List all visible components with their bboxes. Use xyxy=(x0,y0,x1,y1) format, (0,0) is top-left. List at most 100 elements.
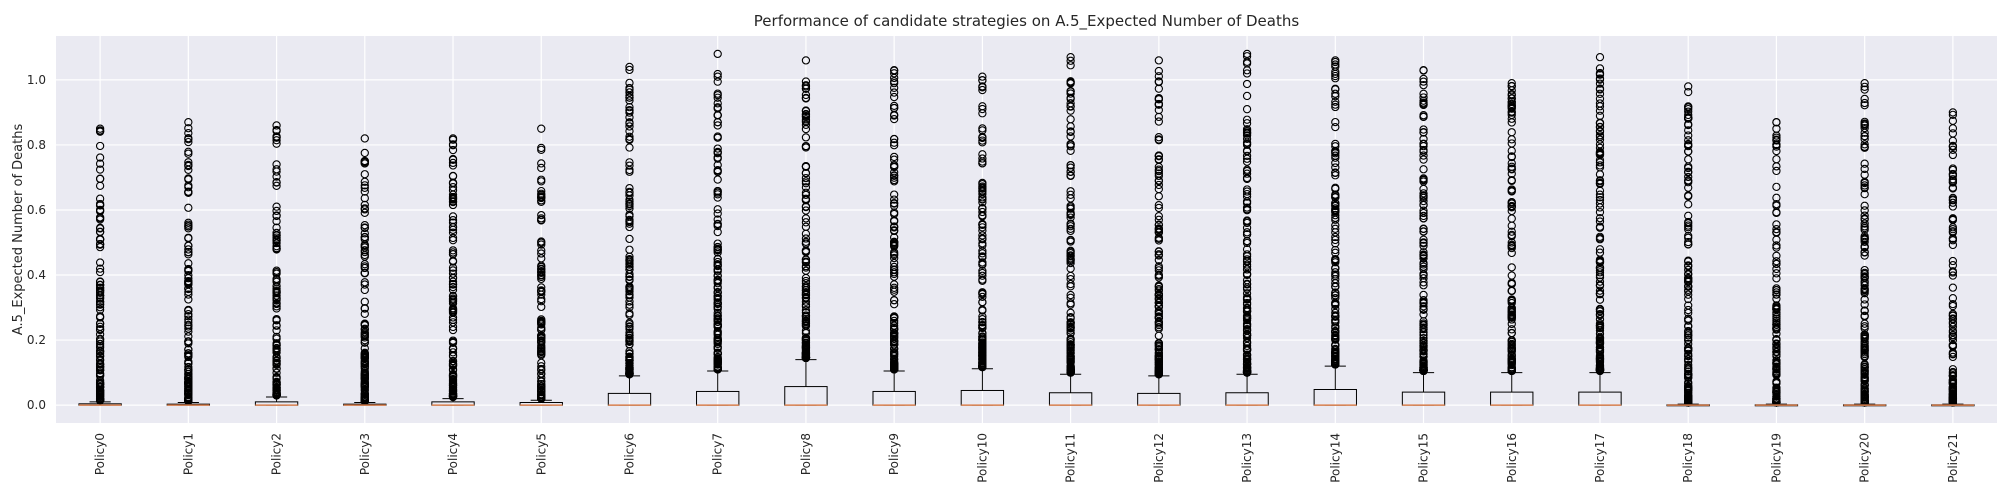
outlier-point xyxy=(184,129,193,138)
outlier-point xyxy=(625,352,634,362)
outlier-point xyxy=(890,83,899,92)
outlier-point xyxy=(448,357,458,366)
box-group xyxy=(1578,52,1622,406)
outlier-point xyxy=(1331,97,1340,106)
outlier-point xyxy=(1242,341,1252,351)
outlier-point xyxy=(360,170,369,179)
outlier-point xyxy=(1066,351,1075,360)
outlier-point xyxy=(890,141,899,150)
outlier-point xyxy=(890,155,899,164)
outlier-point xyxy=(1595,190,1605,199)
outlier-point xyxy=(272,348,281,357)
outlier-point xyxy=(1595,161,1605,170)
outlier-point xyxy=(890,318,899,328)
outlier-point xyxy=(1772,146,1781,156)
outlier-point xyxy=(713,315,722,324)
outlier-point xyxy=(537,319,546,328)
x-tick-label: Policy7 xyxy=(711,433,725,475)
outlier-point xyxy=(184,315,193,324)
outlier-point xyxy=(625,210,634,219)
outlier-point xyxy=(713,121,722,130)
outlier-point xyxy=(272,314,281,324)
outlier-point xyxy=(1860,376,1869,386)
outlier-point xyxy=(1507,232,1516,241)
outlier-point xyxy=(95,283,105,292)
outlier-point xyxy=(95,239,105,249)
outlier-point xyxy=(1772,224,1781,234)
outlier-point xyxy=(272,245,281,254)
outlier-point xyxy=(537,362,546,371)
outlier-point xyxy=(1331,89,1340,98)
outlier-point xyxy=(1595,356,1605,365)
x-tick-label: Policy9 xyxy=(887,433,901,475)
outlier-point xyxy=(1948,198,1958,207)
outlier-point xyxy=(448,348,458,357)
outlier-point xyxy=(978,178,987,188)
outlier-point xyxy=(1154,180,1163,190)
outlier-point xyxy=(1154,56,1163,65)
outlier-point xyxy=(978,252,987,261)
outlier-point xyxy=(801,300,811,309)
outlier-point xyxy=(1154,211,1163,221)
outlier-point xyxy=(1684,136,1693,145)
outlier-point xyxy=(1419,248,1428,257)
outlier-point xyxy=(1507,108,1516,117)
outlier-point xyxy=(801,56,811,65)
x-tick-label: Policy8 xyxy=(799,433,813,475)
outlier-point xyxy=(1419,342,1428,352)
outlier-point xyxy=(890,216,899,225)
outlier-point xyxy=(537,364,546,374)
outlier-point xyxy=(713,321,722,331)
outlier-point xyxy=(1684,141,1693,150)
outlier-point xyxy=(1948,136,1958,145)
outlier-point xyxy=(360,241,369,251)
outlier-point xyxy=(1772,310,1781,319)
outlier-point xyxy=(95,264,105,273)
x-tick-label: Policy19 xyxy=(1769,433,1783,483)
outlier-point xyxy=(1948,164,1958,173)
outlier-point xyxy=(448,282,458,292)
outlier-point xyxy=(625,197,634,206)
outlier-point xyxy=(184,377,193,387)
outlier-point xyxy=(1684,357,1693,366)
outlier-point xyxy=(448,192,458,202)
outlier-point xyxy=(1772,336,1781,345)
outlier-point xyxy=(272,386,281,395)
outlier-point xyxy=(1860,295,1869,304)
outlier-point xyxy=(1595,178,1605,187)
outlier-point xyxy=(95,159,105,168)
outlier-point xyxy=(978,317,987,327)
outlier-point xyxy=(978,138,987,147)
outlier-point xyxy=(1507,197,1516,207)
outlier-point xyxy=(625,333,634,343)
outlier-point xyxy=(537,163,546,173)
outlier-point xyxy=(625,310,634,320)
outlier-point xyxy=(95,360,105,369)
outlier-point xyxy=(1772,155,1781,164)
outlier-point xyxy=(1242,187,1252,196)
outlier-point xyxy=(95,347,105,356)
outlier-point xyxy=(360,324,369,333)
outlier-point xyxy=(1948,301,1958,311)
outlier-point xyxy=(1684,385,1693,395)
outlier-point xyxy=(448,215,458,225)
outlier-point xyxy=(537,237,546,246)
outlier-point xyxy=(1860,85,1869,94)
outlier-point xyxy=(890,242,899,251)
outlier-point xyxy=(1684,82,1693,91)
box-group xyxy=(1754,118,1799,407)
outlier-point xyxy=(1948,341,1958,351)
outlier-point xyxy=(625,219,634,228)
outlier-point xyxy=(1772,284,1781,293)
outlier-point xyxy=(1331,357,1340,366)
outlier-point xyxy=(1066,274,1075,284)
outlier-point xyxy=(184,245,193,254)
outlier-point xyxy=(537,376,546,386)
outlier-point xyxy=(1066,256,1075,266)
outlier-point xyxy=(184,318,193,327)
outlier-point xyxy=(1595,193,1605,202)
outlier-point xyxy=(1331,282,1340,291)
outlier-point xyxy=(1331,102,1340,112)
outlier-point xyxy=(272,133,281,142)
outlier-point xyxy=(537,215,546,225)
